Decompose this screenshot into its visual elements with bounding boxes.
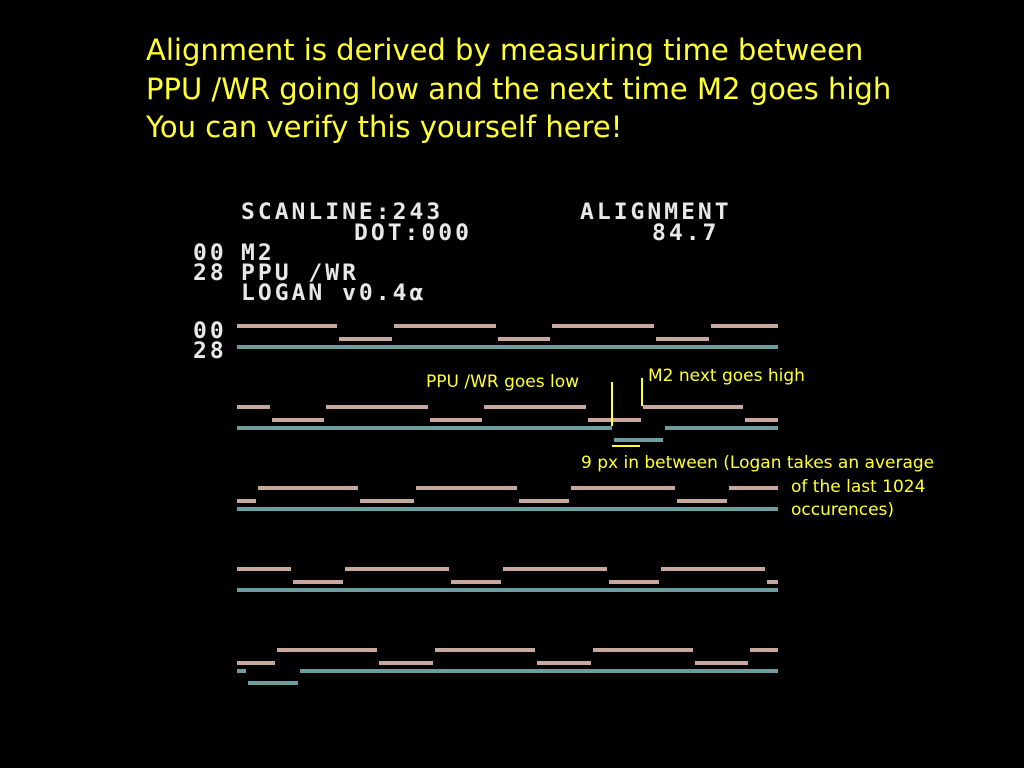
m2-trace-low — [430, 418, 482, 422]
m2-trace-high — [237, 405, 270, 409]
m2-trace-high — [277, 648, 377, 652]
m2-trace-high — [237, 324, 337, 328]
m2-trace-low — [519, 499, 569, 503]
headline-line-3: You can verify this yourself here! — [146, 110, 623, 144]
waveform-code-m2: 00 — [193, 319, 227, 344]
app-name: LOGAN v0.4α — [241, 281, 427, 306]
m2-trace-high — [552, 324, 654, 328]
ppu-wr-trace-high — [237, 345, 778, 349]
m2-trace-high — [237, 567, 291, 571]
m2-trace-high — [435, 648, 535, 652]
m2-trace-low — [695, 661, 748, 665]
annotation-m2-high: M2 next goes high — [648, 366, 805, 386]
m2-trace-high — [416, 486, 517, 490]
m2-trace-low — [588, 418, 641, 422]
ppu-wr-trace-high — [237, 507, 778, 511]
m2-trace-low — [451, 580, 501, 584]
m2-trace-low — [293, 580, 343, 584]
m2-trace-low — [360, 499, 414, 503]
headline-line-1: Alignment is derived by measuring time b… — [146, 33, 864, 67]
channel-code-m2: 00 — [193, 241, 227, 266]
m2-trace-low — [272, 418, 324, 422]
headline: Alignment is derived by measuring time b… — [146, 31, 891, 147]
alignment-value: 84.7 — [652, 221, 720, 246]
ppu-wr-trace-high — [237, 426, 612, 430]
m2-trace-high — [729, 486, 778, 490]
m2-trace-low — [237, 499, 256, 503]
m2-trace-low — [237, 661, 275, 665]
waveform-code-ppu-wr: 28 — [193, 339, 227, 364]
m2-trace-high — [484, 405, 586, 409]
m2-trace-low — [379, 661, 433, 665]
m2-trace-low — [339, 337, 392, 341]
m2-trace-high — [394, 324, 496, 328]
ppu-wr-trace-high — [237, 588, 778, 592]
m2-trace-high — [503, 567, 607, 571]
annotation-between-line-2: of the last 1024 — [791, 477, 926, 497]
ppu-wr-trace-low — [614, 438, 663, 442]
m2-trace-low — [656, 337, 709, 341]
m2-trace-low — [677, 499, 727, 503]
scanline-readout: SCANLINE:243 — [241, 200, 444, 225]
channel-name-m2: M2 — [241, 241, 275, 266]
m2-trace-high — [711, 324, 778, 328]
channel-code-ppu-wr: 28 — [193, 261, 227, 286]
m2-trace-high — [345, 567, 449, 571]
m2-trace-high — [593, 648, 693, 652]
m2-trace-low — [767, 580, 778, 584]
annotation-between-line-1: 9 px in between (Logan takes an average — [581, 453, 935, 473]
m2-trace-high — [258, 486, 358, 490]
dot-readout: DOT:000 — [354, 221, 472, 246]
alignment-label: ALIGNMENT — [580, 200, 732, 225]
m2-trace-low — [745, 418, 778, 422]
ppu-wr-trace-high — [665, 426, 778, 430]
m2-trace-low — [609, 580, 659, 584]
m2-trace-high — [326, 405, 428, 409]
ppu-wr-trace-high — [237, 669, 246, 673]
channel-name-ppu-wr: PPU /WR — [241, 261, 359, 286]
m2-trace-high — [750, 648, 778, 652]
m2-trace-low — [537, 661, 591, 665]
annotation-ppu-wr-low: PPU /WR goes low — [426, 372, 580, 392]
m2-trace-high — [571, 486, 675, 490]
m2-trace-high — [643, 405, 743, 409]
annotation-between-line-3: occurences) — [791, 500, 895, 520]
ppu-wr-trace-low — [248, 681, 298, 685]
ppu-wr-trace-high — [300, 669, 778, 673]
m2-trace-low — [498, 337, 550, 341]
m2-trace-high — [661, 567, 765, 571]
headline-line-2: PPU /WR going low and the next time M2 g… — [146, 71, 892, 106]
